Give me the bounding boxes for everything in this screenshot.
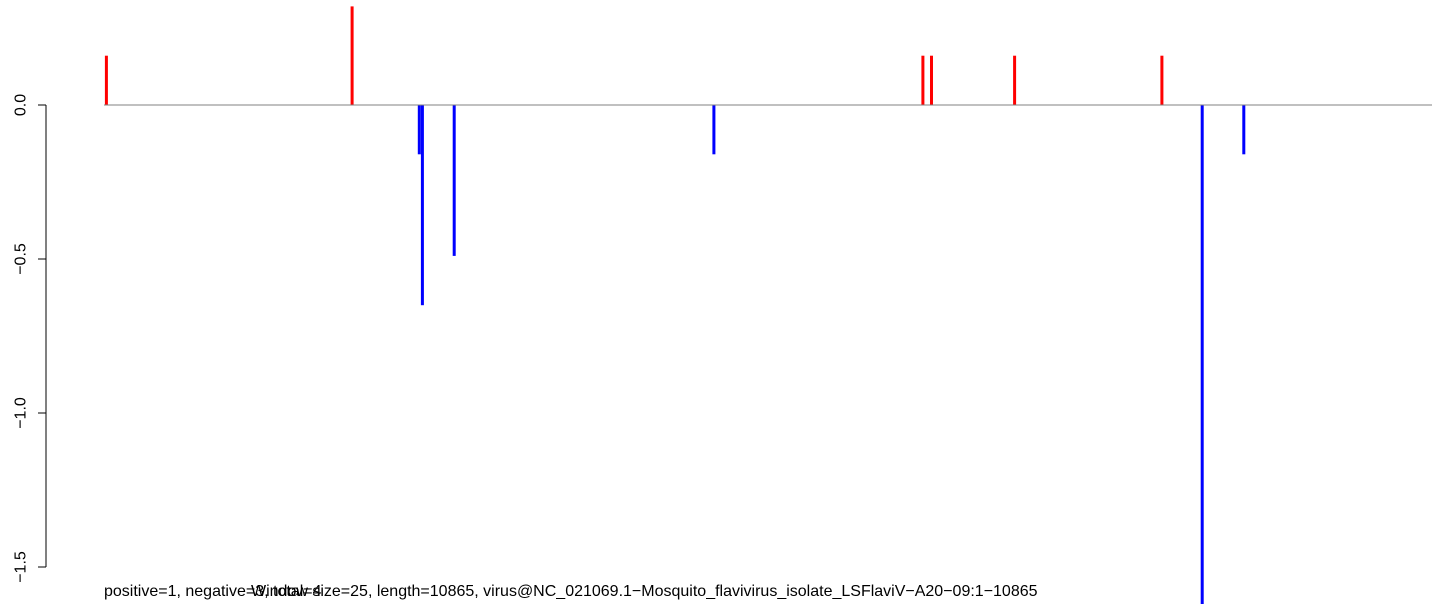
y-tick-label: −1.0	[13, 397, 30, 429]
negative-bar	[1200, 105, 1204, 604]
positive-bar	[1013, 55, 1017, 105]
positive-bar	[930, 55, 933, 105]
positive-bar	[921, 55, 925, 105]
positive-bar	[104, 55, 108, 105]
negative-bar	[417, 105, 421, 155]
window-caption: Window size=25, length=10865, virus@NC_0…	[251, 583, 1038, 600]
y-axis: −1.5 −1.0 −0.5 0.0	[13, 94, 47, 583]
negative-bar	[420, 105, 424, 306]
negative-bar	[452, 105, 456, 256]
y-tick-label: −1.5	[13, 551, 30, 583]
negative-bar	[1242, 105, 1246, 155]
bars	[104, 6, 1246, 604]
y-tick-label: −0.5	[13, 243, 30, 275]
negative-bar	[712, 105, 716, 155]
positive-bar	[350, 6, 354, 105]
positive-bar	[1160, 55, 1164, 105]
y-tick-label: 0.0	[13, 94, 30, 116]
summary-caption: positive=1, negative=3, total=4	[104, 583, 322, 600]
